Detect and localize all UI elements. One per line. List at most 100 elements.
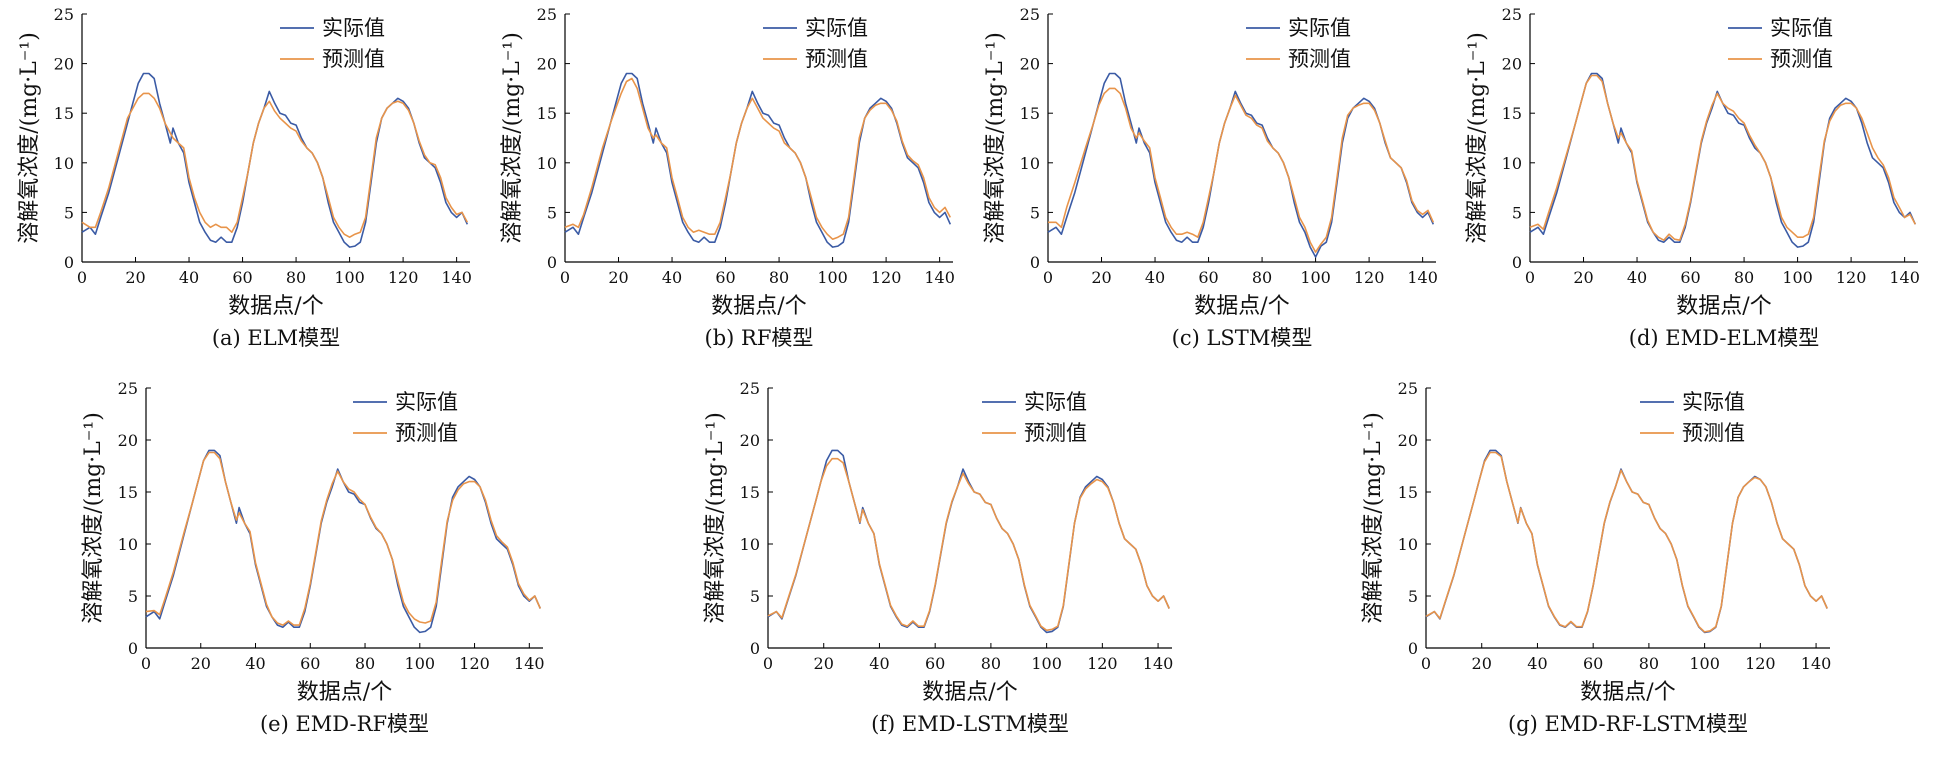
series-line-1 bbox=[1425, 451, 1828, 633]
y-tick-label: 25 bbox=[1502, 5, 1522, 24]
y-tick-label: 20 bbox=[740, 431, 760, 450]
y-axis-label: 溶解氧浓度/(mg·L⁻¹) bbox=[703, 412, 728, 624]
subplot-caption: (b) RF模型 bbox=[705, 326, 814, 350]
x-tick-label: 20 bbox=[608, 268, 628, 287]
x-tick-label: 20 bbox=[1472, 654, 1492, 673]
y-axis-label: 溶解氧浓度/(mg·L⁻¹) bbox=[500, 32, 525, 244]
x-tick-label: 60 bbox=[1680, 268, 1700, 287]
x-tick-label: 140 bbox=[441, 268, 472, 287]
y-axis-label: 溶解氧浓度/(mg·L⁻¹) bbox=[17, 32, 42, 244]
x-tick-label: 100 bbox=[334, 268, 365, 287]
y-tick-label: 25 bbox=[1020, 5, 1040, 24]
y-tick-label: 5 bbox=[1030, 203, 1040, 222]
y-axis-label: 溶解氧浓度/(mg·L⁻¹) bbox=[983, 32, 1008, 244]
x-tick-label: 40 bbox=[1527, 654, 1547, 673]
y-tick-label: 20 bbox=[54, 55, 74, 74]
series-line-0 bbox=[145, 449, 542, 634]
y-tick-label: 15 bbox=[1020, 104, 1040, 123]
subplot-caption: (e) EMD-RF模型 bbox=[260, 712, 429, 736]
legend-label: 预测值 bbox=[1682, 421, 1745, 445]
legend-label: 实际值 bbox=[395, 390, 458, 414]
series-line-1 bbox=[1529, 74, 1917, 241]
y-tick-label: 10 bbox=[740, 535, 760, 554]
y-tick-label: 10 bbox=[1020, 154, 1040, 173]
subplot-caption: (c) LSTM模型 bbox=[1172, 326, 1313, 350]
y-tick-label: 10 bbox=[537, 154, 557, 173]
y-tick-label: 15 bbox=[1502, 104, 1522, 123]
x-tick-label: 20 bbox=[1573, 268, 1593, 287]
x-tick-label: 20 bbox=[814, 654, 834, 673]
x-tick-label: 40 bbox=[179, 268, 199, 287]
y-axis-label: 溶解氧浓度/(mg·L⁻¹) bbox=[1361, 412, 1386, 624]
y-tick-label: 5 bbox=[128, 587, 138, 606]
y-tick-label: 15 bbox=[1398, 483, 1418, 502]
y-tick-label: 5 bbox=[547, 203, 557, 222]
y-tick-label: 15 bbox=[537, 104, 557, 123]
y-tick-label: 10 bbox=[1398, 535, 1418, 554]
x-axis-label: 数据点/个 bbox=[1194, 294, 1289, 319]
x-axis-label: 数据点/个 bbox=[1676, 294, 1771, 319]
y-tick-label: 25 bbox=[1398, 379, 1418, 398]
x-tick-label: 0 bbox=[141, 654, 151, 673]
x-tick-label: 60 bbox=[925, 654, 945, 673]
x-tick-label: 120 bbox=[1836, 268, 1867, 287]
series-line-0 bbox=[1425, 449, 1828, 634]
x-tick-label: 40 bbox=[245, 654, 265, 673]
x-tick-label: 0 bbox=[560, 268, 570, 287]
y-tick-label: 0 bbox=[547, 253, 557, 272]
x-tick-label: 80 bbox=[981, 654, 1001, 673]
x-tick-label: 60 bbox=[1198, 268, 1218, 287]
y-tick-label: 20 bbox=[1502, 55, 1522, 74]
x-tick-label: 120 bbox=[459, 654, 490, 673]
series-line-1 bbox=[767, 457, 1170, 632]
y-tick-label: 20 bbox=[1020, 55, 1040, 74]
legend-label: 预测值 bbox=[1288, 47, 1351, 71]
subplot-caption: (a) ELM模型 bbox=[212, 326, 340, 350]
x-tick-label: 100 bbox=[1689, 654, 1720, 673]
legend-label: 实际值 bbox=[1682, 390, 1745, 414]
subplot-caption: (g) EMD-RF-LSTM模型 bbox=[1508, 712, 1748, 736]
x-axis-label: 数据点/个 bbox=[1580, 680, 1675, 705]
x-tick-label: 60 bbox=[300, 654, 320, 673]
y-tick-label: 25 bbox=[537, 5, 557, 24]
y-axis-label: 溶解氧浓度/(mg·L⁻¹) bbox=[81, 412, 106, 624]
series-line-0 bbox=[564, 72, 952, 248]
x-tick-label: 100 bbox=[817, 268, 848, 287]
x-tick-label: 80 bbox=[1639, 654, 1659, 673]
y-tick-label: 0 bbox=[128, 639, 138, 658]
y-tick-label: 5 bbox=[750, 587, 760, 606]
legend-label: 实际值 bbox=[1024, 390, 1087, 414]
x-tick-label: 100 bbox=[405, 654, 436, 673]
x-tick-label: 140 bbox=[1801, 654, 1832, 673]
y-tick-label: 10 bbox=[1502, 154, 1522, 173]
series-line-0 bbox=[1047, 72, 1435, 258]
x-tick-label: 100 bbox=[1300, 268, 1331, 287]
y-axis-label: 溶解氧浓度/(mg·L⁻¹) bbox=[1465, 32, 1490, 244]
x-tick-label: 20 bbox=[1091, 268, 1111, 287]
x-tick-label: 140 bbox=[1143, 654, 1174, 673]
legend-label: 实际值 bbox=[322, 16, 385, 40]
x-tick-label: 100 bbox=[1031, 654, 1062, 673]
y-tick-label: 5 bbox=[64, 203, 74, 222]
y-tick-label: 15 bbox=[740, 483, 760, 502]
x-tick-label: 0 bbox=[763, 654, 773, 673]
y-tick-label: 5 bbox=[1512, 203, 1522, 222]
y-tick-label: 25 bbox=[118, 379, 138, 398]
x-tick-label: 40 bbox=[869, 654, 889, 673]
legend-label: 预测值 bbox=[805, 47, 868, 71]
series-line-0 bbox=[1529, 72, 1917, 248]
legend-label: 预测值 bbox=[1024, 421, 1087, 445]
x-tick-label: 120 bbox=[871, 268, 902, 287]
x-axis-label: 数据点/个 bbox=[922, 680, 1017, 705]
y-tick-label: 0 bbox=[750, 639, 760, 658]
x-tick-label: 60 bbox=[232, 268, 252, 287]
series-line-1 bbox=[1048, 87, 1435, 253]
x-tick-label: 140 bbox=[1889, 268, 1920, 287]
y-tick-label: 25 bbox=[54, 5, 74, 24]
x-tick-label: 140 bbox=[924, 268, 955, 287]
series-line-0 bbox=[767, 449, 1170, 634]
